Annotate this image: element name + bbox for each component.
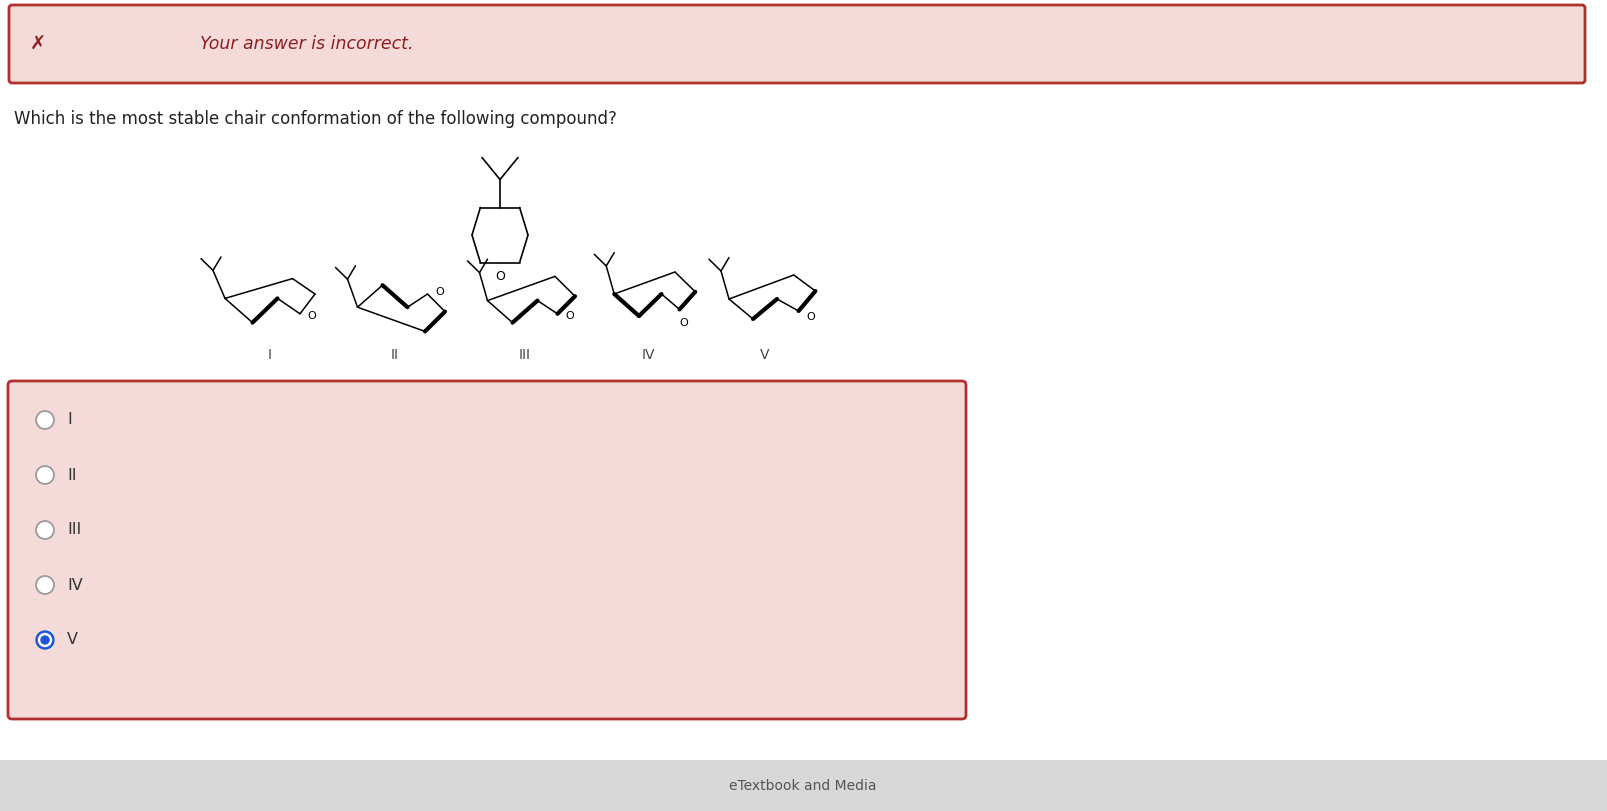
Text: I: I [67,413,72,427]
Text: O: O [680,319,688,328]
Text: O: O [495,270,505,283]
Text: II: II [67,467,77,483]
Circle shape [35,411,55,429]
Text: III: III [67,522,82,538]
Text: V: V [760,348,770,362]
Text: Which is the most stable chair conformation of the following compound?: Which is the most stable chair conformat… [14,110,617,128]
FancyBboxPatch shape [0,760,1607,811]
Text: O: O [807,312,815,322]
Text: O: O [307,311,317,321]
Circle shape [42,636,48,644]
Text: O: O [435,287,444,297]
Circle shape [35,521,55,539]
Text: eTextbook and Media: eTextbook and Media [730,779,877,793]
Text: III: III [519,348,530,362]
Circle shape [35,631,55,649]
Text: O: O [566,311,574,321]
Text: V: V [67,633,79,647]
Text: ✗: ✗ [31,35,47,54]
FancyBboxPatch shape [10,5,1585,83]
Circle shape [35,466,55,484]
Text: Your answer is incorrect.: Your answer is incorrect. [199,35,413,53]
Text: IV: IV [641,348,654,362]
Text: I: I [268,348,272,362]
Text: IV: IV [67,577,82,593]
Text: II: II [391,348,399,362]
Circle shape [39,633,51,646]
FancyBboxPatch shape [8,381,966,719]
Circle shape [35,576,55,594]
